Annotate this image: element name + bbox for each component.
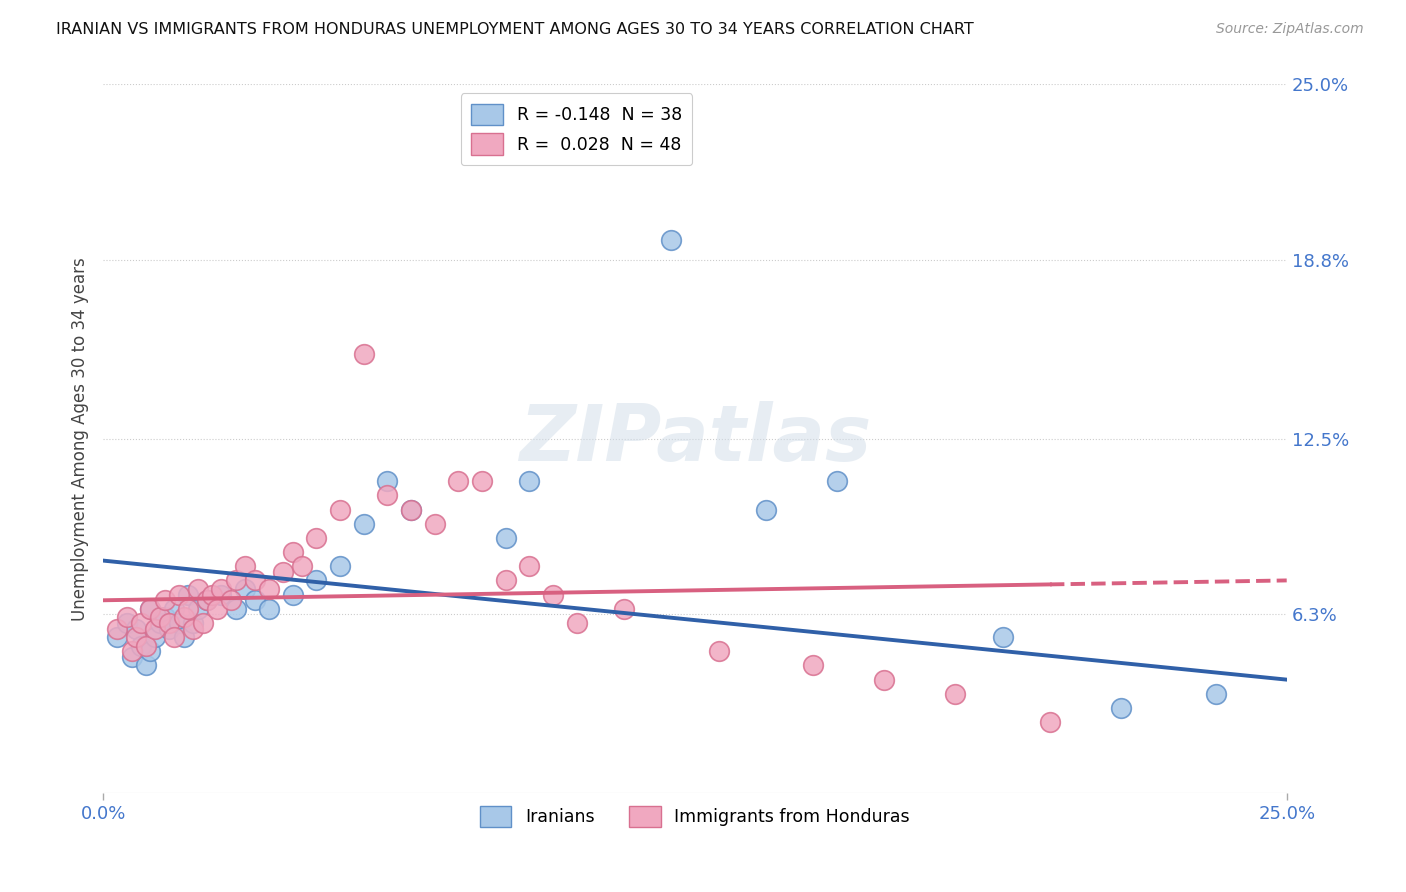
Point [143,630,166,644]
Point [1205,687,1227,701]
Point [659,233,682,247]
Point [825,475,848,489]
Point [139,644,162,658]
Point [565,615,588,630]
Point [257,582,280,596]
Point [399,502,422,516]
Text: ZIPatlas: ZIPatlas [519,401,872,476]
Point [447,475,470,489]
Point [233,559,256,574]
Point [375,475,398,489]
Point [495,574,517,588]
Point [353,516,375,531]
Point [195,593,218,607]
Point [115,610,138,624]
Point [105,630,128,644]
Point [153,610,176,624]
Point [243,593,266,607]
Legend: Iranians, Immigrants from Honduras: Iranians, Immigrants from Honduras [472,799,917,834]
Point [329,559,352,574]
Point [495,531,517,545]
Point [517,559,540,574]
Y-axis label: Unemployment Among Ages 30 to 34 years: Unemployment Among Ages 30 to 34 years [72,257,89,621]
Point [225,601,247,615]
Point [121,644,143,658]
Point [135,639,157,653]
Text: IRANIAN VS IMMIGRANTS FROM HONDURAS UNEMPLOYMENT AMONG AGES 30 TO 34 YEARS CORRE: IRANIAN VS IMMIGRANTS FROM HONDURAS UNEM… [56,22,974,37]
Point [157,615,180,630]
Point [125,630,148,644]
Point [1109,701,1132,715]
Point [105,622,128,636]
Point [167,588,190,602]
Point [163,630,186,644]
Point [163,601,186,615]
Point [219,593,242,607]
Point [257,601,280,615]
Point [211,588,233,602]
Point [191,615,214,630]
Point [181,622,204,636]
Point [177,601,200,615]
Point [399,502,422,516]
Point [195,593,218,607]
Point [291,559,314,574]
Point [139,601,162,615]
Point [873,673,896,687]
Point [991,630,1014,644]
Point [211,582,233,596]
Point [173,630,195,644]
Point [149,610,172,624]
Point [187,582,209,596]
Point [125,622,148,636]
Point [129,615,152,630]
Point [181,615,204,630]
Point [375,488,398,502]
Point [943,687,966,701]
Point [225,574,247,588]
Point [281,545,304,559]
Point [243,574,266,588]
Point [157,622,180,636]
Point [517,475,540,489]
Point [139,601,162,615]
Point [471,475,494,489]
Point [707,644,730,658]
Point [135,658,157,673]
Point [305,574,328,588]
Point [115,615,138,630]
Point [305,531,328,545]
Point [187,601,209,615]
Point [149,615,172,630]
Point [755,502,778,516]
Point [281,588,304,602]
Point [177,588,200,602]
Point [1039,715,1062,730]
Point [423,516,446,531]
Point [205,601,228,615]
Point [167,615,190,630]
Point [153,593,176,607]
Point [143,622,166,636]
Point [541,588,564,602]
Point [329,502,352,516]
Text: Source: ZipAtlas.com: Source: ZipAtlas.com [1216,22,1364,37]
Point [173,610,195,624]
Point [121,649,143,664]
Point [801,658,824,673]
Point [271,565,294,579]
Point [613,601,636,615]
Point [353,347,375,361]
Point [233,582,256,596]
Point [201,588,224,602]
Point [129,639,152,653]
